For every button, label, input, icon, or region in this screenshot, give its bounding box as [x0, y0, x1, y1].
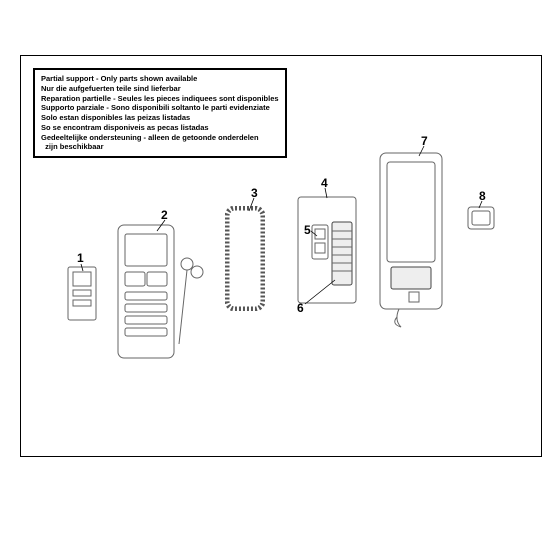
- canvas: Partial support - Only parts shown avail…: [0, 0, 560, 560]
- callout-2: 2: [161, 208, 168, 222]
- leader-lines: [21, 56, 541, 456]
- callout-5: 5: [304, 223, 311, 237]
- callout-4: 4: [321, 176, 328, 190]
- callout-8: 8: [479, 189, 486, 203]
- diagram-frame: Partial support - Only parts shown avail…: [20, 55, 542, 457]
- callout-7: 7: [421, 134, 428, 148]
- callout-3: 3: [251, 186, 258, 200]
- callout-6: 6: [297, 301, 304, 315]
- callout-1: 1: [77, 251, 84, 265]
